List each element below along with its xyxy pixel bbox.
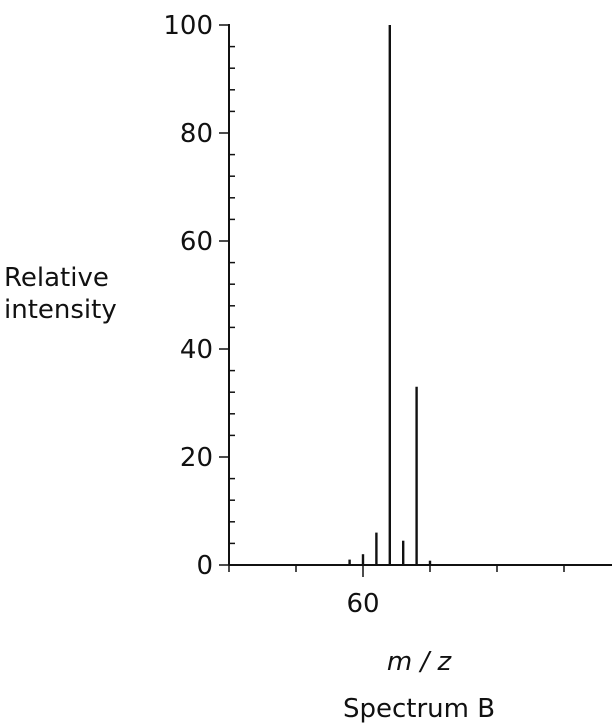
y-tick-label: 20 bbox=[180, 443, 213, 473]
y-axis-label-line-1: Relative bbox=[4, 263, 109, 293]
axes: 0204060801006080100 bbox=[163, 11, 612, 619]
peaks bbox=[348, 25, 432, 565]
y-tick-label: 40 bbox=[180, 335, 213, 365]
y-tick-label: 80 bbox=[180, 119, 213, 149]
y-axis-label: Relative intensity bbox=[4, 262, 117, 326]
y-tick-label: 60 bbox=[180, 227, 213, 257]
y-tick-label: 0 bbox=[196, 551, 213, 581]
x-axis-label: m / z bbox=[386, 647, 452, 677]
chart-title: Spectrum B bbox=[342, 694, 496, 724]
y-axis-label-line-2: intensity bbox=[4, 295, 117, 325]
y-tick-label: 100 bbox=[163, 11, 213, 41]
x-tick-label: 60 bbox=[346, 589, 379, 619]
